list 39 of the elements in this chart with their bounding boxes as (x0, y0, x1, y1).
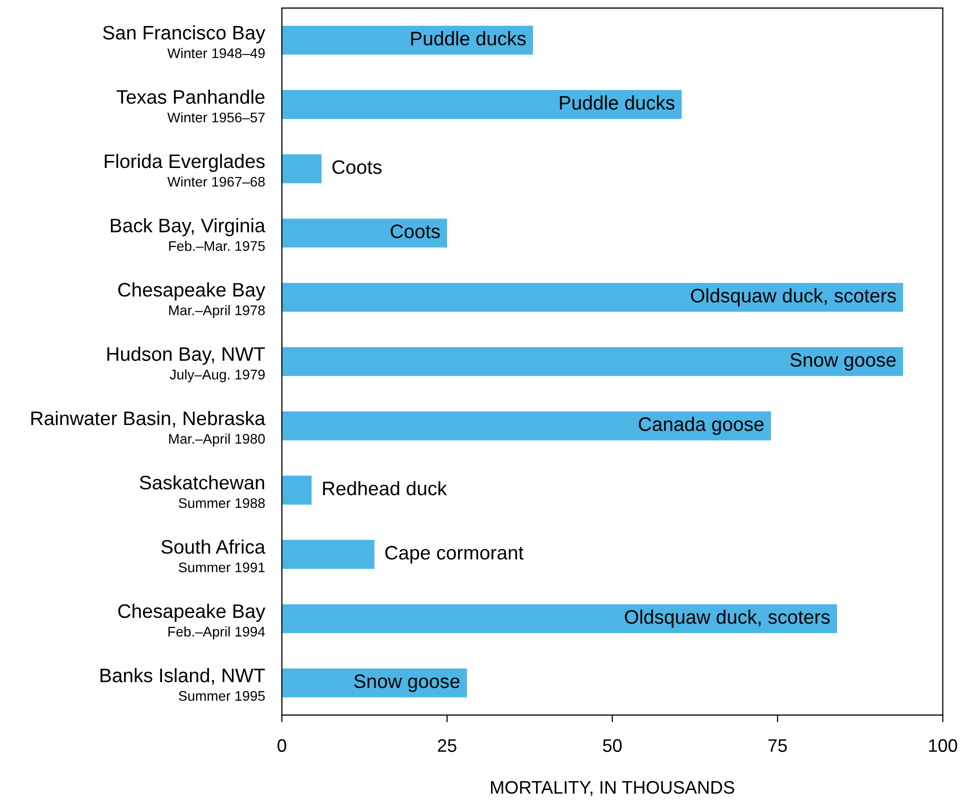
annotation: Oldsquaw duck, scoters (624, 610, 830, 628)
y-tick-label: Texas Panhandle Winter 1956–57 (116, 90, 265, 122)
y-tick-label: South Africa Summer 1991 (161, 539, 266, 572)
x-tick-label: 75 (768, 739, 787, 752)
bar (282, 154, 322, 184)
y-tick-label: Rainwater Basin, Nebraska Mar.–April 1980 (31, 410, 266, 447)
bar (282, 540, 374, 569)
annotation: Coots (332, 160, 382, 174)
x-tick-label: 25 (438, 739, 456, 752)
annotation: Snow goose (790, 353, 896, 371)
annotation: Puddle ducks (411, 31, 526, 46)
annotation: Snow goose (354, 674, 460, 692)
bar (282, 604, 838, 634)
bar (282, 347, 904, 376)
annotation: Puddle ducks (560, 95, 674, 110)
x-tick-label: 100 (929, 739, 958, 752)
bar (282, 476, 312, 505)
y-tick-label: San Francisco Bay Winter 1948–49 (103, 25, 266, 58)
y-tick-label: Saskatchewan Summer 1988 (140, 475, 265, 508)
y-tick-label: Banks Island, NWT Summer 1995 (100, 668, 265, 701)
bar (282, 668, 467, 698)
annotation: Oldsquaw duck, scoters (691, 288, 896, 306)
bar (282, 90, 682, 119)
annotation: Coots (390, 224, 440, 238)
y-tick-label: Chesapeake Bay Feb.–April 1994 (118, 604, 266, 640)
x-tick-label: 0 (278, 739, 286, 752)
y-tick-label: Chesapeake Bay Mar.–April 1978 (118, 282, 266, 318)
y-tick-label: Hudson Bay, NWT July–Aug. 1979 (107, 346, 265, 382)
annotation: Redhead duck (323, 481, 447, 496)
y-tick-label: Florida Everglades Winter 1967–68 (104, 154, 265, 187)
annotation: Cape cormorant (385, 546, 524, 564)
bar (282, 411, 771, 440)
bar (282, 282, 904, 312)
x-axis-title: MORTALITY, IN THOUSANDS (491, 781, 734, 796)
bar (282, 26, 534, 55)
y-tick-label: Back Bay, Virginia Feb.–Mar. 1975 (110, 218, 266, 251)
x-tick-label: 50 (602, 739, 622, 752)
bar (282, 218, 448, 248)
annotation: Canada goose (638, 416, 764, 435)
